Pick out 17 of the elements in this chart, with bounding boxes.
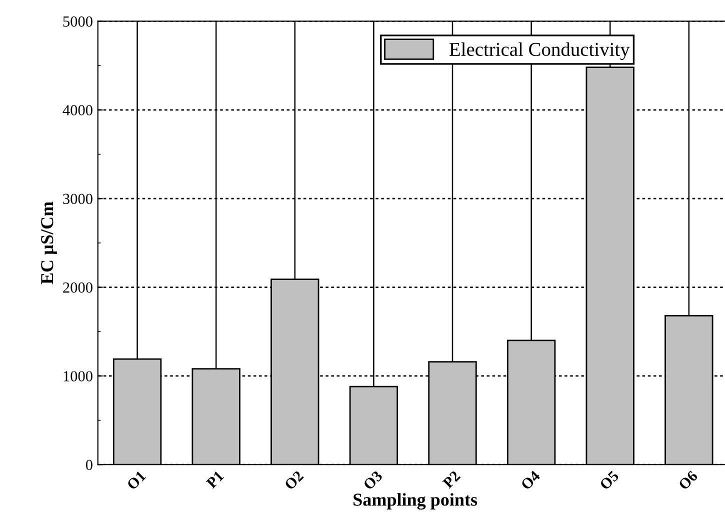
y-tick-label: 4000 [62,105,92,116]
y-tick-label: 2000 [63,282,92,293]
x-tick-label: O5 [599,470,620,490]
y-tick-label: 1000 [64,371,92,382]
x-tick-label: O6 [678,470,698,490]
x-tick-label: O3 [362,470,383,490]
x-tick-label: O4 [520,470,541,490]
y-tick-label: 3000 [63,194,92,204]
y-axis-title: EC µS/Cm [41,202,57,284]
y-tick-label: 5000 [63,16,92,27]
x-axis-title: Sampling points [354,493,478,510]
legend-label: Electrical Conductivity [449,42,630,60]
y-tick-label: 0 [86,460,92,470]
x-tick-label: P1 [206,470,224,489]
x-tick-label: O2 [284,470,304,490]
x-tick-label: P2 [442,470,461,489]
x-tick-label: O1 [126,470,146,490]
